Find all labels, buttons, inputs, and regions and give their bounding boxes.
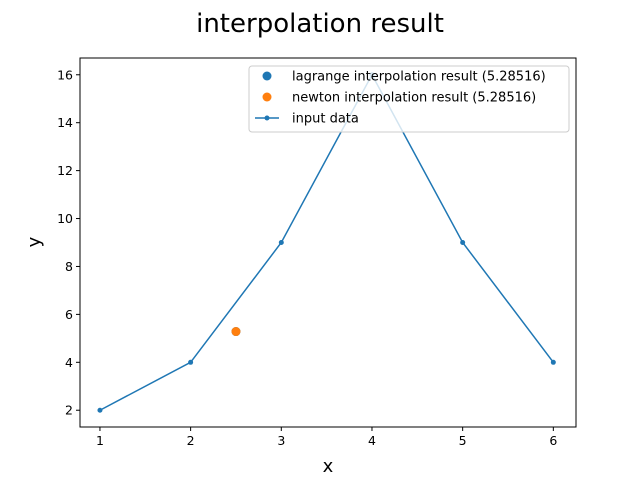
legend-label-1: newton interpolation result (5.28516)	[292, 91, 536, 106]
x-tick-label-3: 4	[368, 433, 376, 448]
input-data-point-2	[278, 240, 284, 245]
x-tick-label-0: 1	[96, 433, 104, 448]
legend-label-0: lagrange interpolation result (5.28516)	[292, 70, 546, 85]
x-tick-label-2: 3	[277, 433, 285, 448]
series-line-input-data	[99, 73, 554, 411]
legend-label-2: input data	[292, 112, 359, 127]
axes-frame	[79, 57, 577, 428]
legend-marker-0	[262, 71, 272, 81]
y-tick-label-5: 12	[57, 163, 73, 178]
legend-line-marker	[264, 115, 270, 121]
y-tick-label-7: 16	[57, 67, 73, 82]
x-tick-label-5: 6	[549, 433, 557, 448]
lines-layer	[99, 73, 554, 411]
y-tick-label-6: 14	[57, 115, 73, 130]
y-tick-label-0: 2	[65, 403, 73, 418]
y-tick-label-1: 4	[65, 355, 73, 370]
legend-box	[248, 65, 570, 133]
input-data-point-5	[550, 359, 556, 365]
x-tick-label-4: 5	[459, 433, 467, 448]
chart-title: interpolation result	[196, 9, 444, 39]
y-tick-label-4: 10	[57, 211, 73, 226]
y-axis-label: y	[24, 236, 45, 247]
x-tick-label-1: 2	[187, 433, 195, 448]
legend: lagrange interpolation result (5.28516) n…	[248, 65, 570, 133]
y-tick-label-2: 6	[65, 307, 73, 322]
interpolation-point-1	[231, 327, 241, 337]
input-data-point-4	[460, 240, 466, 245]
input-data-point-1	[188, 359, 194, 365]
input-data-point-0	[97, 407, 103, 413]
legend-marker-1	[262, 92, 272, 102]
y-tick-label-3: 8	[65, 259, 73, 274]
x-axis-label: x	[323, 456, 334, 477]
